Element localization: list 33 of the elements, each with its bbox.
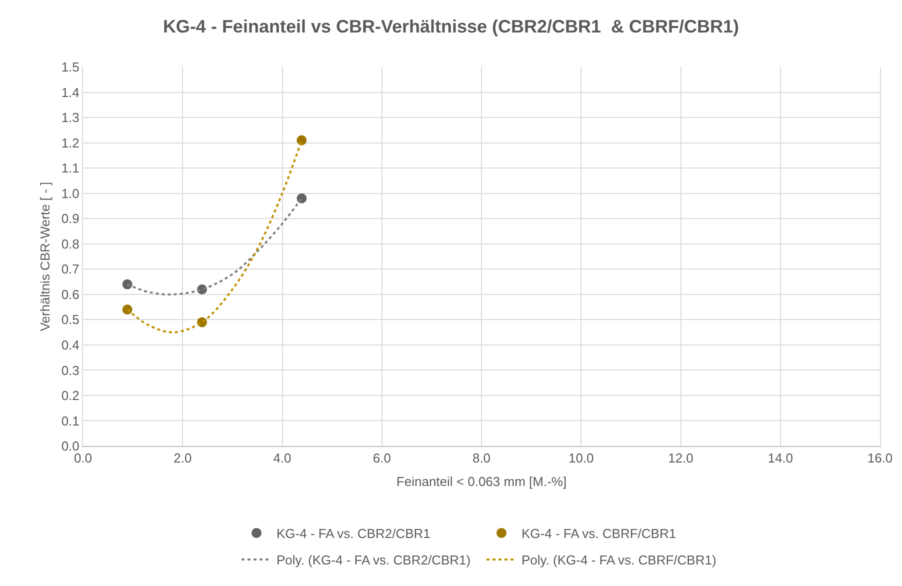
y-tick-label: 1.0 [61,186,80,201]
x-tick-label: 14.0 [768,450,794,466]
x-tick-label: 16.0 [867,450,893,466]
point [296,135,307,146]
chart-title: KG-4 - Feinanteil vs CBR-Verhältnisse (CBR2/CBR1 & CBRF/CBR1) [162,16,740,37]
y-tick-label: 0.3 [61,362,80,378]
x-axis-title: Feinanteil < 0.063 mm [M.-%] [396,474,567,490]
y-tick-label: 0.9 [61,211,80,226]
x-tick-label: 6.0 [372,450,391,466]
x-tick-label: 10.0 [568,450,594,466]
x-tick-label: 2.0 [174,450,192,466]
x-tick-label: 12.0 [668,450,694,466]
point [296,193,307,204]
y-axis-title: Verhältnis CBR-Werte [ - ] [37,182,52,332]
y-tick-label: 1.2 [61,135,80,150]
y-tick-label: 1.3 [61,110,80,126]
legend-label: Poly. (KG-4 - FA vs. CBRF/CBR1) [522,552,716,568]
y-tick-label: 1.4 [61,84,80,100]
legend-label: KG-4 - FA vs. CBRF/CBR1 [522,526,676,542]
y-tick-label: 0.6 [61,286,80,302]
legend-label: Poly. (KG-4 - FA vs. CBR2/CBR1) [276,552,471,568]
y-tick-label: 0.2 [61,388,80,404]
y-tick-label: 0.5 [61,312,80,328]
x-tick-label: 8.0 [472,450,491,466]
legend-label: KG-4 - FA vs. CBR2/CBR1 [276,526,430,542]
y-tick-label: 0.8 [61,236,80,252]
y-tick-label: 1.5 [61,60,80,75]
y-tick-label: 0.7 [61,262,80,277]
y-tick-label: 0.4 [61,337,80,352]
point [122,304,132,315]
x-tick-label: 4.0 [273,450,292,466]
y-tick-label: 0.1 [61,413,80,428]
y-tick-label: 1.1 [61,160,80,176]
